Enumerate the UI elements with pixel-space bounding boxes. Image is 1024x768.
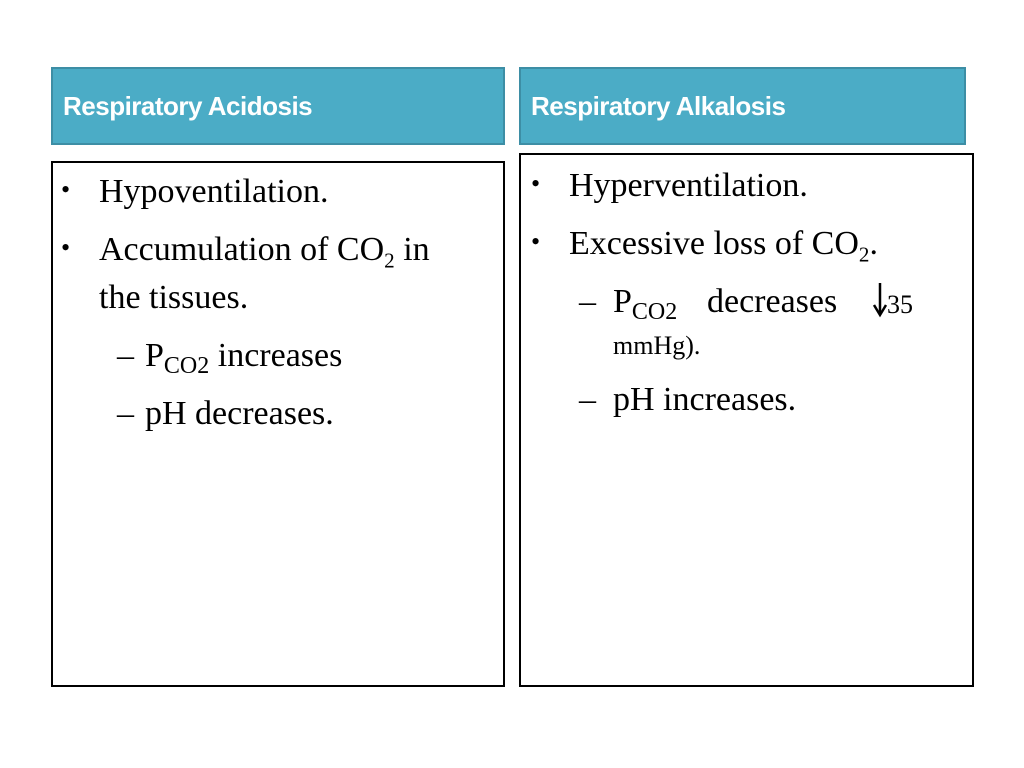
sub-pco2-decreases-verb: decreases [707, 283, 838, 320]
sub-pco2-decreases: PCO2 [613, 283, 678, 326]
bullet-accumulation-continued: the tissues. [99, 279, 249, 316]
bullet-dot: • [531, 227, 541, 256]
bullet-accumulation: Accumulation of CO2 in [99, 231, 430, 273]
sub-ph-decreases: pH decreases. [145, 395, 334, 432]
header-label: Respiratory Acidosis [63, 90, 313, 121]
dash-marker: – [117, 395, 134, 432]
bullet-dot: • [61, 233, 71, 262]
bullet-excessive-loss: Excessive loss of CO2. [569, 225, 878, 267]
pco2-value: 35 [887, 290, 913, 319]
header-respiratory-acidosis: Respiratory Acidosis [51, 67, 505, 145]
dash-marker: – [579, 381, 596, 418]
header-respiratory-alkalosis: Respiratory Alkalosis [519, 67, 966, 145]
dash-marker: – [117, 337, 134, 374]
bullet-hypoventilation: Hypoventilation. [99, 173, 329, 210]
bullet-dot: • [531, 169, 541, 198]
bullet-hyperventilation: Hyperventilation. [569, 167, 808, 204]
down-arrow-icon [872, 283, 888, 318]
pco2-unit-continued: mmHg). [613, 331, 701, 360]
sub-ph-increases: pH increases. [613, 381, 797, 418]
header-label: Respiratory Alkalosis [531, 90, 786, 121]
sub-pco2-increases: PCO2 increases [145, 337, 343, 380]
dash-marker: – [579, 283, 596, 320]
acidosis-content-box: • Hypoventilation. • Accumulation of CO2… [51, 161, 505, 687]
bullet-dot: • [61, 175, 71, 204]
alkalosis-content-box: • Hyperventilation. • Excessive loss of … [519, 153, 974, 687]
